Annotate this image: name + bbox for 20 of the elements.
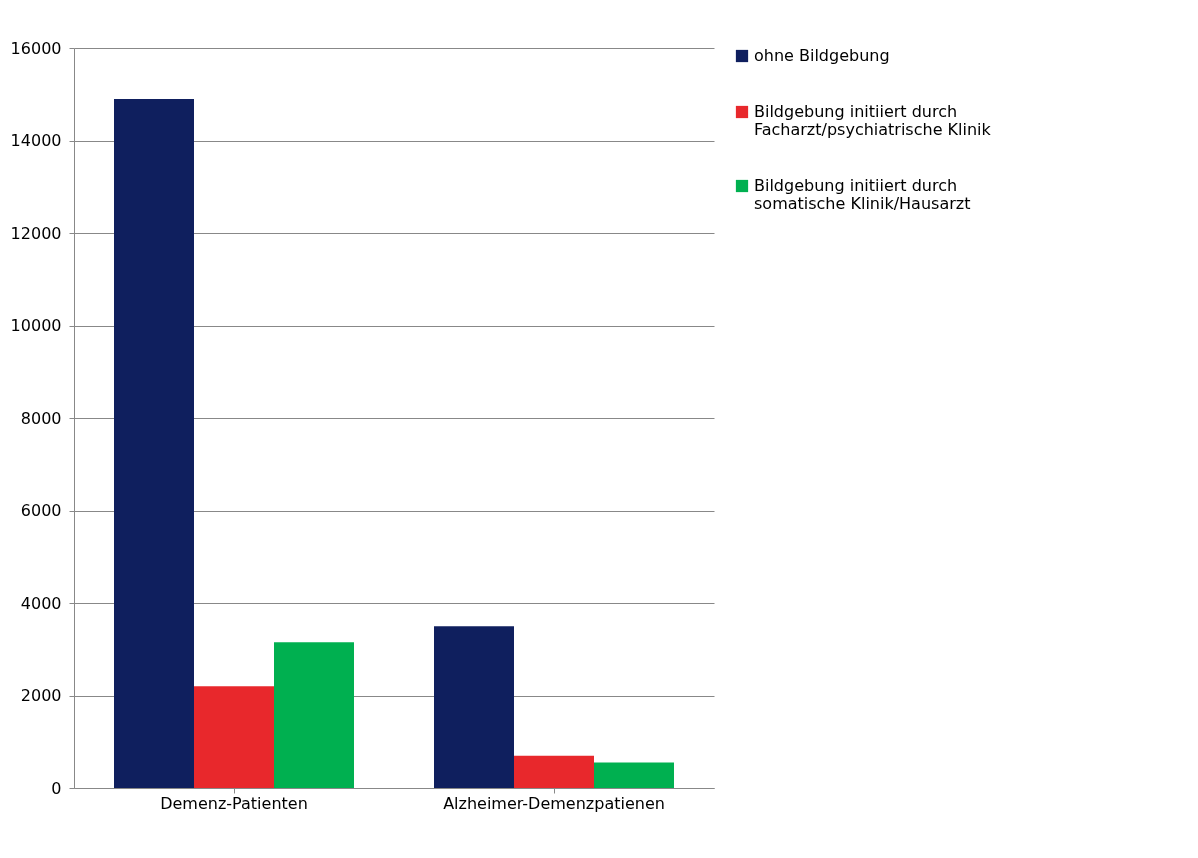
x-tick-label: Alzheimer-Demenzpatienen (443, 793, 665, 813)
y-tick-label: 2000 (20, 686, 62, 705)
y-tick-label: 4000 (20, 593, 62, 613)
bar (594, 762, 674, 788)
y-tick-label: 8000 (20, 408, 62, 428)
y-tick-label: 12000 (10, 223, 62, 243)
y-tick-label: 0 (51, 778, 62, 798)
y-tick-label: 10000 (10, 316, 62, 335)
bar (114, 98, 194, 788)
y-tick-label: 6000 (20, 501, 62, 520)
y-tick-label: 14000 (10, 131, 62, 150)
legend-label: Bildgebung initiiert durch Facharzt/psychiatrische Klinik (754, 102, 992, 139)
bar (274, 642, 354, 788)
bar (514, 755, 594, 788)
legend-label: Bildgebung initiiert durch somatische Klinik/Hausarzt (754, 176, 971, 213)
bar (194, 686, 274, 788)
y-tick-label: 16000 (10, 38, 62, 58)
legend-label: ohne Bildgebung (754, 46, 890, 65)
bar (434, 626, 514, 788)
x-tick-label: Demenz-Patienten (160, 793, 308, 813)
